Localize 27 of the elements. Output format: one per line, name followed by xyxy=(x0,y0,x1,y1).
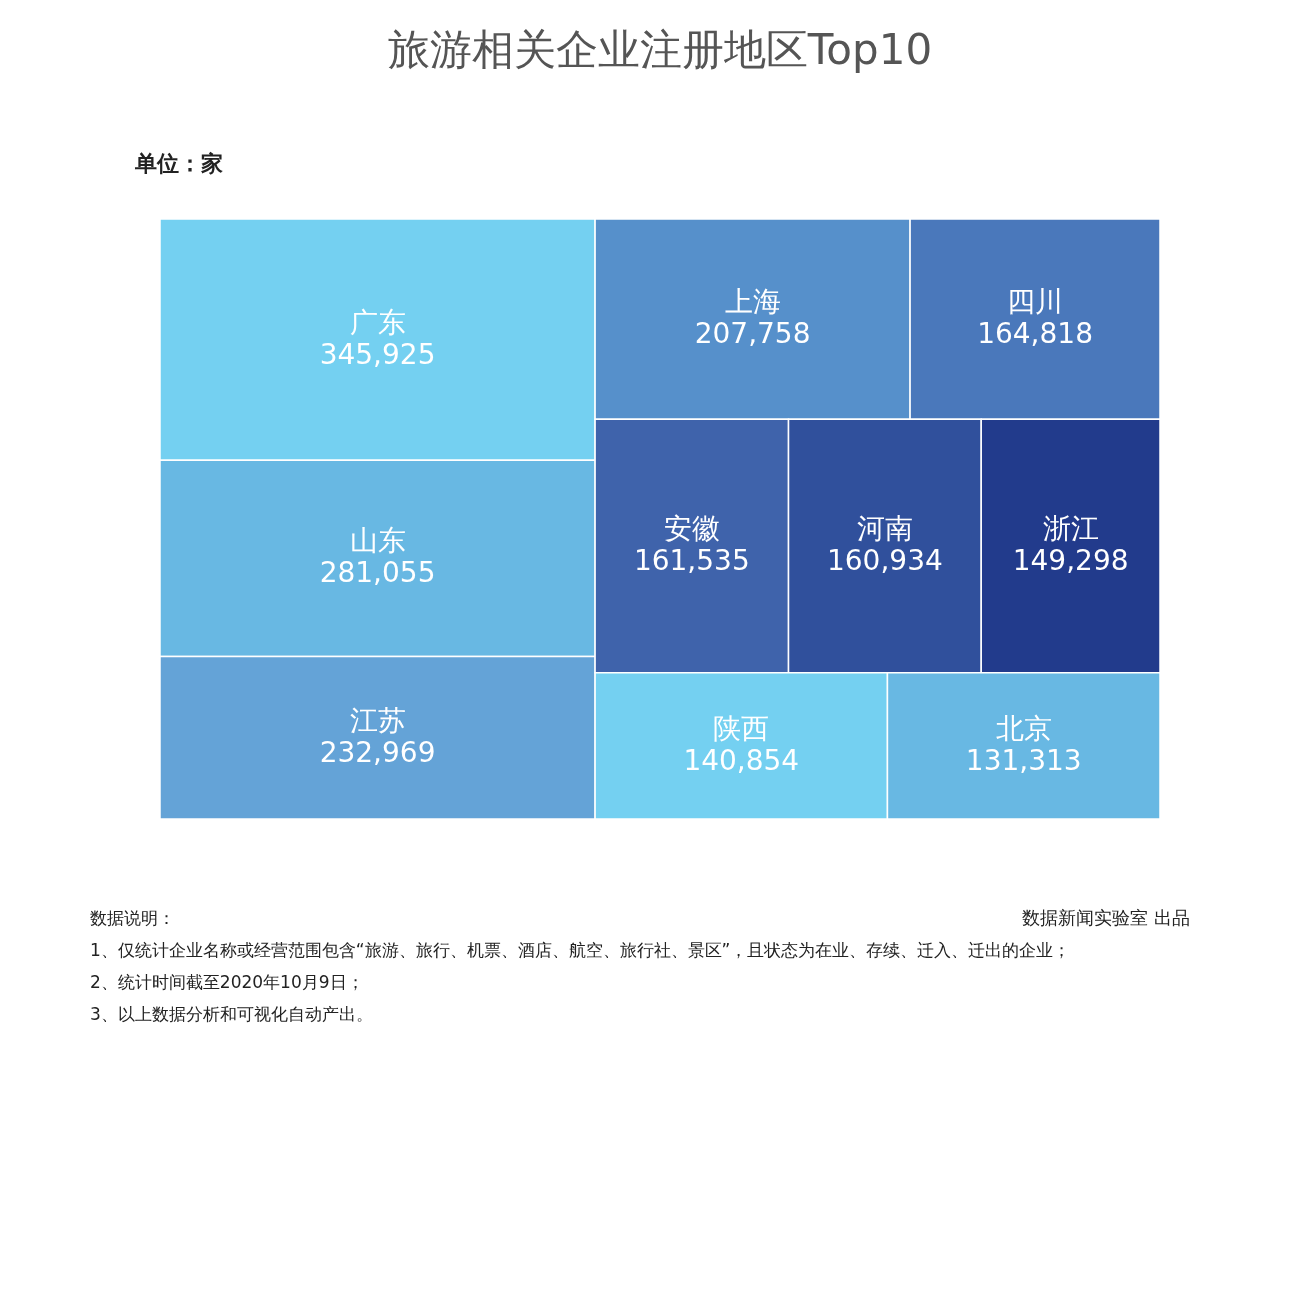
data-label: 160,934 xyxy=(826,543,943,577)
data-label: 161,535 xyxy=(633,543,750,577)
category-label: 山东 xyxy=(349,524,406,558)
category-label: 上海 xyxy=(724,285,781,319)
text: 数据说明： xyxy=(90,908,175,928)
text: 1、仅统计企业名称或经营范围包含“旅游、旅行、机票、酒店、航空、旅行社、景区”，且状态为在业、存续、迁入、迁出的企业； xyxy=(90,940,1071,960)
data-label: 345,925 xyxy=(319,337,436,371)
text: 3、以上数据分析和可视化自动产出。 xyxy=(90,1004,373,1024)
category-label: 广东 xyxy=(349,305,406,339)
data-label: 131,313 xyxy=(965,743,1082,777)
data-label: 281,055 xyxy=(319,556,436,590)
text: 旅游相关企业注册地区Top10 xyxy=(387,25,933,74)
category-label: 陕西 xyxy=(713,711,770,745)
category-label: 江苏 xyxy=(349,703,406,737)
text: 单位：家 xyxy=(134,151,223,176)
data-label: 149,298 xyxy=(1012,543,1129,577)
category-label: 安徽 xyxy=(663,511,720,545)
data-label: 164,818 xyxy=(977,317,1093,351)
text: 数据新闻实验室 出品 xyxy=(1022,907,1190,928)
data-label: 140,854 xyxy=(683,743,800,777)
text: 2、统计时间截至2020年10月9日； xyxy=(90,972,364,992)
category-label: 北京 xyxy=(995,711,1052,745)
data-label: 207,758 xyxy=(694,317,811,351)
category-label: 浙江 xyxy=(1042,511,1099,545)
data-label: 232,969 xyxy=(319,735,436,769)
category-label: 四川 xyxy=(1007,285,1064,319)
category-label: 河南 xyxy=(856,511,913,545)
